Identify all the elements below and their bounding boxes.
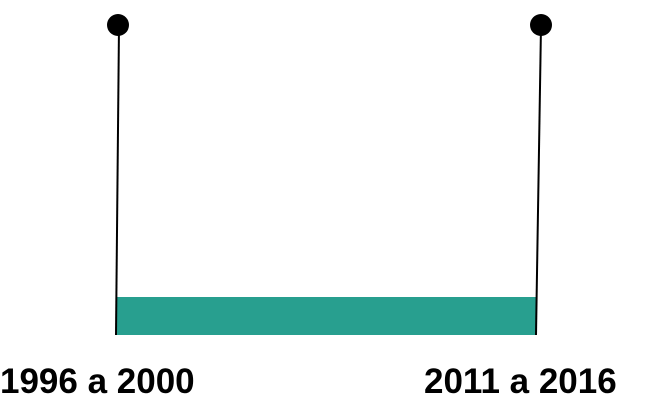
start-connector-line xyxy=(115,25,120,336)
start-period-label: 1996 a 2000 xyxy=(0,362,195,401)
start-marker-dot xyxy=(107,14,129,36)
end-period-label: 2011 a 2016 xyxy=(424,362,617,401)
end-connector-line xyxy=(535,25,542,336)
timeline-period-bar xyxy=(116,297,536,335)
end-marker-dot xyxy=(530,14,552,36)
